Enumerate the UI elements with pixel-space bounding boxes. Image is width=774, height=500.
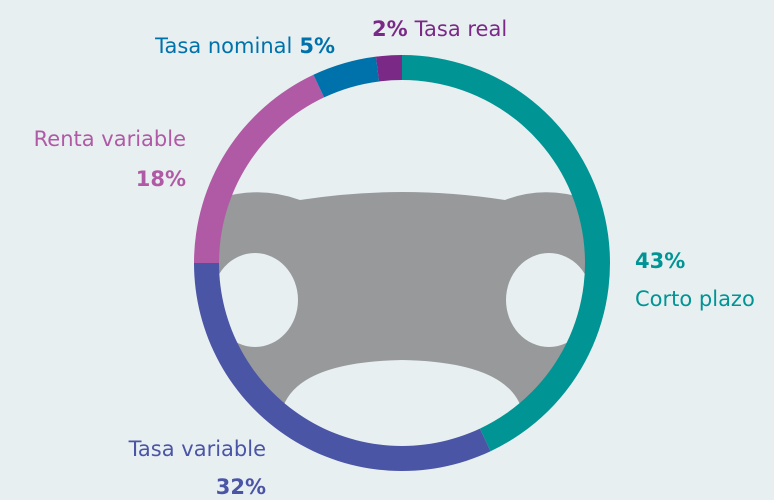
- ring: [194, 55, 610, 472]
- category-label: Tasa variable: [128, 437, 266, 461]
- category-label: Tasa nominal: [154, 34, 292, 58]
- value-label: 18%: [136, 167, 186, 191]
- donut-segment: [402, 55, 610, 452]
- category-label: Tasa real: [414, 17, 508, 41]
- donut-segment: [194, 263, 491, 472]
- labels: 43% Corto plazo Tasa variable 32% Renta vari…: [34, 17, 755, 499]
- segment-label: Tasa nominal 5%: [154, 34, 335, 58]
- category-label: Corto plazo: [635, 287, 755, 311]
- donut-segment: [313, 56, 380, 98]
- donut-segment: [194, 74, 325, 263]
- value-label: 5%: [299, 34, 335, 58]
- steering-wheel: [218, 79, 586, 447]
- category-label: Renta variable: [34, 127, 186, 151]
- value-label: 32%: [216, 475, 266, 499]
- donut-segment: [375, 55, 402, 82]
- segment-label: 2% Tasa real: [372, 17, 507, 41]
- value-label: 43%: [635, 249, 685, 273]
- value-label: 2%: [372, 17, 408, 41]
